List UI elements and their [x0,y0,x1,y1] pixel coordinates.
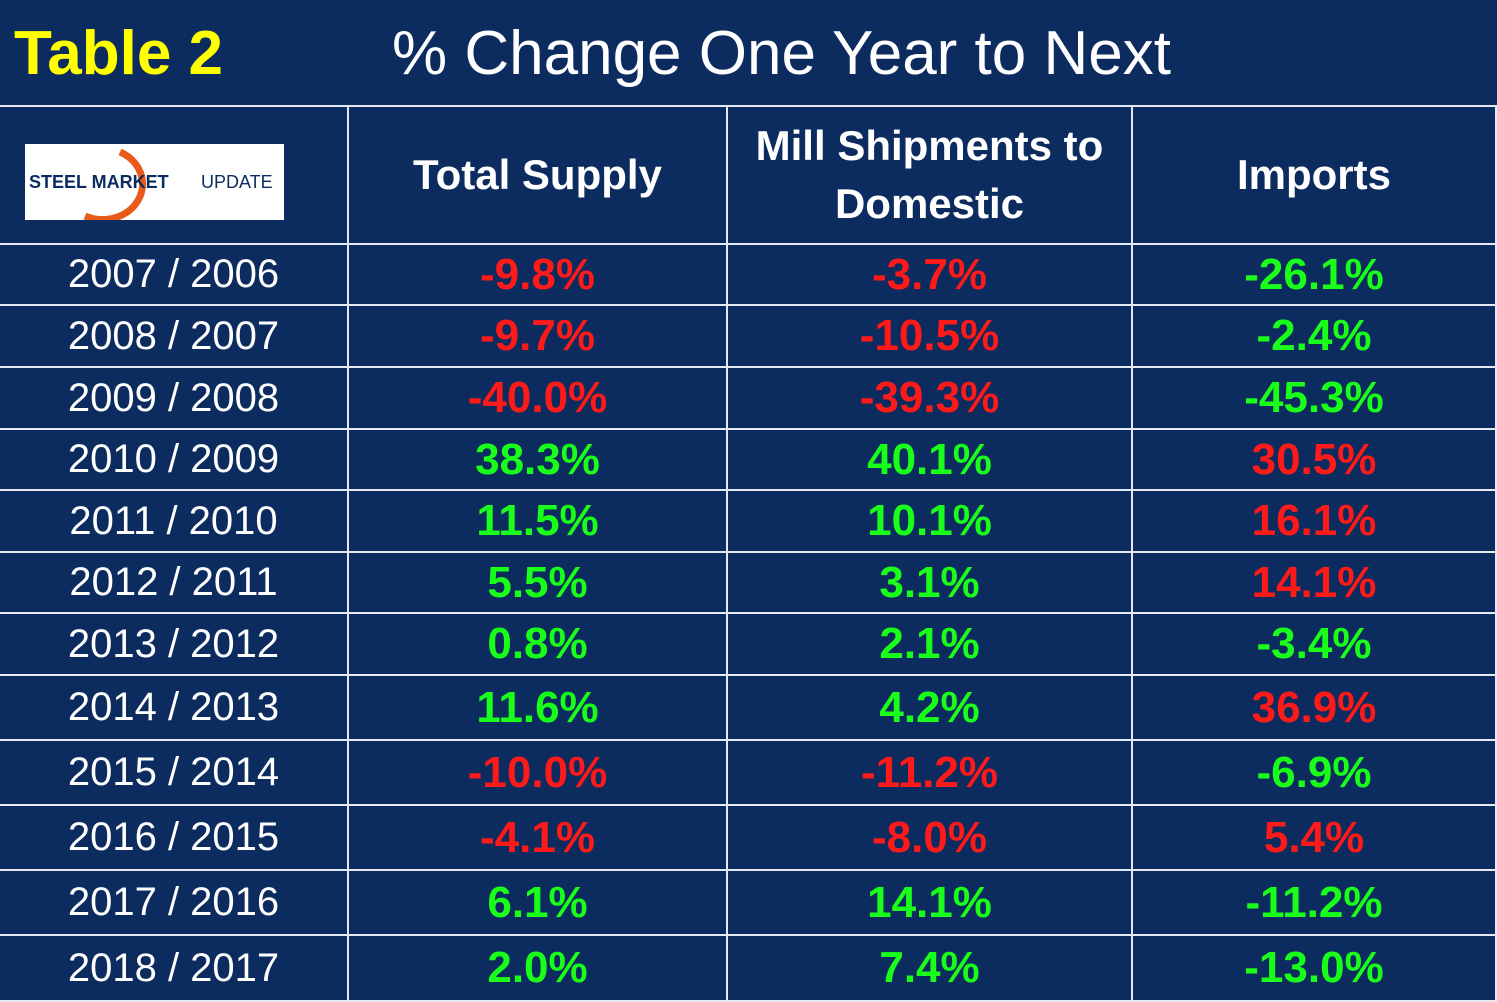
value-cell: -26.1% [1133,245,1497,306]
value-cell: -10.5% [728,306,1133,368]
value-cell: -45.3% [1133,368,1497,430]
value-cell: -3.7% [728,245,1133,306]
row-label: 2007 / 2006 [0,245,349,306]
value-cell: 5.4% [1133,806,1497,871]
value-cell: 2.0% [349,936,728,1002]
row-label: 2018 / 2017 [0,936,349,1002]
value-cell: 14.1% [728,871,1133,936]
row-label: 2015 / 2014 [0,741,349,806]
value-cell: -9.8% [349,245,728,306]
logo-light: UPDATE [201,172,273,192]
column-header: Total Supply [349,107,728,245]
value-cell: -10.0% [349,741,728,806]
value-cell: 36.9% [1133,676,1497,741]
value-cell: 10.1% [728,491,1133,553]
divider [0,105,1497,107]
value-cell: -4.1% [349,806,728,871]
row-label: 2014 / 2013 [0,676,349,741]
row-label: 2012 / 2011 [0,553,349,614]
value-cell: -6.9% [1133,741,1497,806]
value-cell: 7.4% [728,936,1133,1002]
value-cell: 3.1% [728,553,1133,614]
value-cell: 14.1% [1133,553,1497,614]
table-label: Table 2 [14,19,224,88]
value-cell: -40.0% [349,368,728,430]
value-cell: 4.2% [728,676,1133,741]
corner-cell [0,107,349,245]
row-label: 2016 / 2015 [0,806,349,871]
value-cell: -39.3% [728,368,1133,430]
row-label: 2009 / 2008 [0,368,349,430]
table-title: % Change One Year to Next [392,19,1171,88]
value-cell: 11.6% [349,676,728,741]
value-cell: 16.1% [1133,491,1497,553]
row-label: 2010 / 2009 [0,430,349,491]
value-cell: -3.4% [1133,614,1497,676]
value-cell: -9.7% [349,306,728,368]
value-cell: -8.0% [728,806,1133,871]
column-header: Imports [1133,107,1497,245]
value-cell: 2.1% [728,614,1133,676]
logo-bold: STEEL MARKET [29,172,169,192]
row-label: 2011 / 2010 [0,491,349,553]
value-cell: -11.2% [728,741,1133,806]
value-cell: 5.5% [349,553,728,614]
value-cell: 30.5% [1133,430,1497,491]
value-cell: 0.8% [349,614,728,676]
value-cell: 6.1% [349,871,728,936]
column-header: Mill Shipments to Domestic [728,107,1133,245]
value-cell: -2.4% [1133,306,1497,368]
row-label: 2008 / 2007 [0,306,349,368]
value-cell: 11.5% [349,491,728,553]
value-cell: 40.1% [728,430,1133,491]
value-cell: -11.2% [1133,871,1497,936]
value-cell: 38.3% [349,430,728,491]
row-label: 2013 / 2012 [0,614,349,676]
row-label: 2017 / 2016 [0,871,349,936]
value-cell: -13.0% [1133,936,1497,1002]
logo-arc [83,148,146,220]
logo: STEEL MARKET UPDATE [25,144,284,220]
